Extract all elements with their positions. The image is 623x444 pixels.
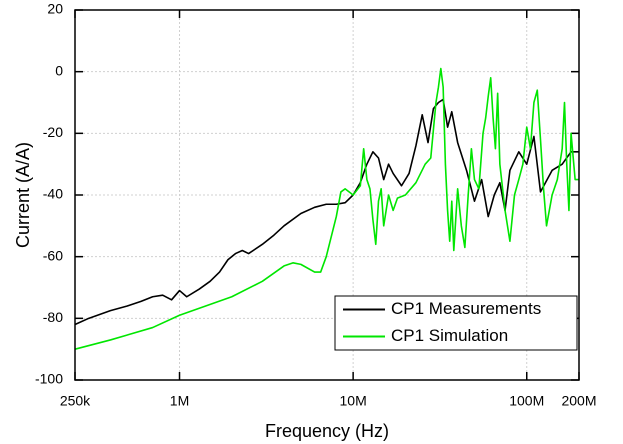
legend-box — [334, 295, 578, 351]
x-tick-label: 1M — [170, 393, 189, 409]
y-tick-label: -100 — [35, 371, 63, 387]
y-tick-label: -80 — [43, 309, 63, 325]
plot-frame — [74, 9, 580, 381]
legend-label: CP1 Simulation — [391, 326, 508, 345]
y-tick-label: -40 — [43, 186, 63, 202]
y-tick-label: -60 — [43, 247, 63, 263]
x-tick-label: 200M — [561, 393, 596, 409]
y-tick-label: -20 — [43, 124, 63, 140]
series-line — [74, 98, 579, 326]
x-tick-label: 100M — [509, 393, 544, 409]
series-line — [74, 67, 579, 350]
y-tick-label: 20 — [47, 1, 63, 17]
legend-label: CP1 Measurements — [391, 299, 541, 318]
x-tick-label: 250k — [60, 393, 91, 409]
y-axis-title: Current (A/A) — [13, 142, 33, 248]
x-axis-title: Frequency (Hz) — [265, 421, 389, 441]
x-tick-label: 10M — [340, 393, 367, 409]
y-tick-label: 0 — [55, 62, 63, 78]
